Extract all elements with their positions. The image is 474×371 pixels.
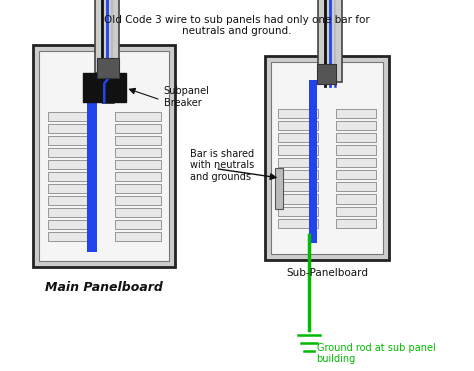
Bar <box>278 207 318 216</box>
Text: Sub-Panelboard: Sub-Panelboard <box>286 268 368 278</box>
Bar <box>278 182 318 191</box>
Bar <box>48 196 94 205</box>
Bar <box>336 170 376 179</box>
Bar <box>317 64 336 84</box>
Bar <box>278 145 318 155</box>
Bar <box>48 124 94 133</box>
Bar <box>115 136 161 145</box>
Bar <box>48 148 94 157</box>
Text: Ground rod at sub panel
building: Ground rod at sub panel building <box>317 343 435 364</box>
Bar <box>278 170 318 179</box>
Bar <box>278 194 318 204</box>
Bar <box>278 133 318 142</box>
Text: Main Panelboard: Main Panelboard <box>46 281 163 294</box>
Bar <box>97 58 118 78</box>
Bar <box>115 208 161 217</box>
Bar <box>272 62 383 254</box>
Bar <box>48 184 94 193</box>
Bar <box>48 172 94 181</box>
Bar <box>48 112 94 121</box>
Bar <box>48 208 94 217</box>
Bar <box>115 184 161 193</box>
Bar <box>278 109 318 118</box>
Bar <box>265 56 389 260</box>
Bar <box>318 0 342 82</box>
Bar <box>95 0 119 73</box>
Bar <box>336 121 376 130</box>
Bar <box>115 124 161 133</box>
Bar <box>275 168 283 209</box>
Bar <box>336 182 376 191</box>
Bar <box>336 109 376 118</box>
Bar <box>278 219 318 228</box>
Bar <box>336 133 376 142</box>
Bar <box>336 207 376 216</box>
Text: Subpanel
Breaker: Subpanel Breaker <box>164 86 210 108</box>
Bar <box>115 220 161 229</box>
Bar <box>33 45 175 267</box>
Bar <box>39 50 169 261</box>
Text: Bar is shared
with neutrals
and grounds: Bar is shared with neutrals and grounds <box>191 149 255 182</box>
Bar <box>115 148 161 157</box>
Bar <box>48 220 94 229</box>
Bar <box>336 194 376 204</box>
Bar <box>115 232 161 241</box>
Bar <box>83 73 126 102</box>
Bar <box>336 158 376 167</box>
Bar <box>115 196 161 205</box>
Bar <box>115 160 161 169</box>
Bar <box>48 136 94 145</box>
Bar <box>115 172 161 181</box>
Bar <box>309 80 317 243</box>
Bar <box>115 112 161 121</box>
Bar <box>48 160 94 169</box>
Bar <box>278 121 318 130</box>
Bar <box>336 145 376 155</box>
Bar <box>87 78 97 252</box>
Text: Old Code 3 wire to sub panels had only one bar for
neutrals and ground.: Old Code 3 wire to sub panels had only o… <box>104 15 370 36</box>
Bar <box>278 158 318 167</box>
Bar <box>48 232 94 241</box>
Bar <box>336 219 376 228</box>
